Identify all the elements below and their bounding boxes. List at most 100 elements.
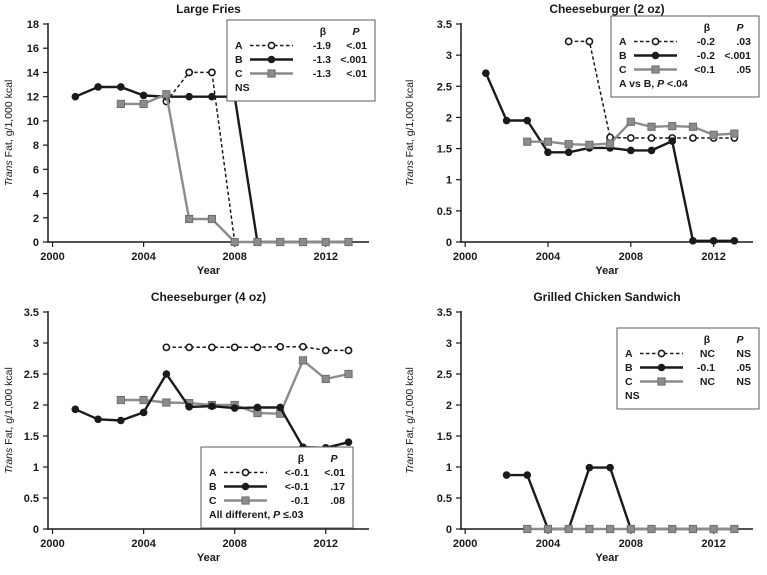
x-tick-label: 2008: [619, 538, 643, 550]
y-tick-label: 6: [33, 164, 39, 176]
open-circle-marker: [276, 342, 285, 351]
open-circle-marker: [253, 343, 262, 352]
square-marker: [564, 524, 573, 534]
filled-circle-marker: [162, 370, 171, 378]
square-marker: [116, 395, 125, 405]
x-tick-label: 2004: [536, 251, 561, 263]
x-tick-label: 2000: [40, 251, 64, 263]
y-tick-label: 16: [27, 43, 39, 55]
series-C: [523, 524, 739, 534]
legend-footer: NS: [235, 82, 250, 94]
legend-row-label-C: C: [235, 68, 243, 80]
y-tick-label: 2: [33, 400, 39, 412]
legend-p-value-B: <.001: [724, 50, 751, 62]
filled-circle-marker: [94, 415, 102, 424]
square-marker: [688, 122, 698, 131]
legend-p-value-C: .05: [736, 64, 751, 76]
y-tick-label: 0.5: [437, 493, 452, 505]
legend: β P A <-0.1 <.01 B <-0.1 .17 C -0.1 .08 All differe…: [200, 446, 354, 529]
square-marker: [585, 524, 594, 534]
open-circle-marker: [626, 134, 635, 142]
y-axis-title: Trans Fat, g/1,000 kcal: [404, 367, 416, 474]
x-tick-label: 2000: [40, 538, 64, 550]
filled-circle-marker: [267, 55, 276, 64]
y-tick-label: 2.5: [437, 369, 452, 381]
legend-p-header: P: [352, 26, 360, 38]
filled-circle-marker: [117, 83, 125, 91]
series-C: [116, 90, 353, 247]
legend-row-label-B: B: [619, 50, 627, 62]
square-marker: [730, 524, 739, 534]
y-tick-label: 14: [27, 67, 40, 79]
y-tick-label: 3: [446, 50, 452, 62]
legend: β P A NC NS B -0.1 .05 C NC NS NS: [616, 327, 760, 410]
legend-row-label-B: B: [235, 54, 243, 66]
series-A: [162, 342, 353, 355]
filled-circle-marker: [117, 416, 125, 425]
open-circle-marker: [321, 346, 330, 355]
x-tick-label: 2012: [701, 251, 725, 263]
x-tick-label: 2004: [131, 251, 156, 263]
square-marker: [253, 237, 262, 247]
legend-beta-header: β: [704, 22, 711, 34]
y-tick-label: 12: [27, 92, 39, 104]
chart-title: Grilled Chicken Sandwich: [533, 290, 680, 304]
square-marker: [230, 237, 239, 247]
filled-circle-marker: [208, 92, 216, 101]
open-circle-marker: [647, 134, 656, 142]
y-tick-label: 2: [446, 112, 452, 124]
open-circle-marker: [241, 468, 250, 477]
legend-beta-value-C: -0.1: [291, 495, 309, 507]
y-tick-label: 1: [446, 462, 452, 474]
square-marker: [321, 237, 330, 247]
chart-canvas: Grilled Chicken Sandwich 0 0.5 1 1.5 2 2.5 3 3.5…: [404, 290, 760, 564]
filled-circle-marker: [657, 363, 666, 372]
y-tick-label: 0: [446, 524, 452, 536]
square-marker: [626, 117, 635, 126]
square-marker: [647, 524, 656, 534]
legend-beta-header: β: [298, 453, 305, 465]
legend-beta-value-A: NC: [700, 348, 716, 360]
filled-circle-marker: [689, 236, 697, 245]
square-marker: [139, 395, 148, 405]
square-marker: [267, 69, 276, 78]
legend-row-label-A: A: [209, 467, 217, 479]
square-marker: [709, 524, 718, 534]
chart-title: Large Fries: [176, 2, 241, 16]
series-line-A: [165, 71, 236, 243]
square-marker: [543, 137, 553, 146]
open-circle-marker: [689, 134, 697, 142]
legend-beta-value-B: -0.2: [697, 50, 715, 62]
series-line-B: [484, 72, 735, 242]
legend-p-header: P: [736, 22, 744, 34]
x-tick-label: 2008: [619, 251, 643, 263]
legend-p-value-B: .17: [330, 481, 345, 493]
filled-circle-marker: [185, 92, 193, 101]
filled-circle-marker: [230, 404, 239, 412]
y-tick-label: 10: [27, 116, 39, 128]
square-marker: [207, 214, 217, 224]
legend-row-label-C: C: [625, 376, 633, 388]
legend-p-value-B: <.001: [340, 54, 367, 66]
y-axis-title: Trans Fat, g/1,000 kcal: [404, 80, 416, 187]
axes: 0 0.5 1 1.5 2 2.5 3 3.5 2000 2004 2008 2012 Year Tran…: [404, 307, 753, 564]
legend: β P A -1.9 <.01 B -1.3 <.001 C -1.3 <.01 NS: [226, 19, 376, 102]
square-marker: [585, 140, 594, 149]
open-circle-marker: [564, 37, 573, 46]
axes: 0 0.5 1 1.5 2 2.5 3 3.5 2000 2004 2008 2012 Year Tran…: [404, 19, 753, 277]
legend-p-value-C: <.01: [346, 68, 367, 80]
square-marker: [344, 369, 353, 379]
open-circle-marker: [657, 349, 666, 358]
square-marker: [523, 524, 532, 534]
legend-p-value-C: .08: [330, 495, 345, 507]
filled-circle-marker: [94, 83, 102, 91]
filled-circle-marker: [482, 69, 490, 78]
legend-row-label-A: A: [625, 348, 633, 360]
legend-row-label-C: C: [619, 64, 627, 76]
x-tick-label: 2000: [453, 538, 477, 550]
series-B: [482, 69, 739, 245]
legend-p-header: P: [330, 453, 338, 465]
y-tick-label: 3.5: [437, 19, 452, 31]
filled-circle-marker: [709, 236, 718, 245]
